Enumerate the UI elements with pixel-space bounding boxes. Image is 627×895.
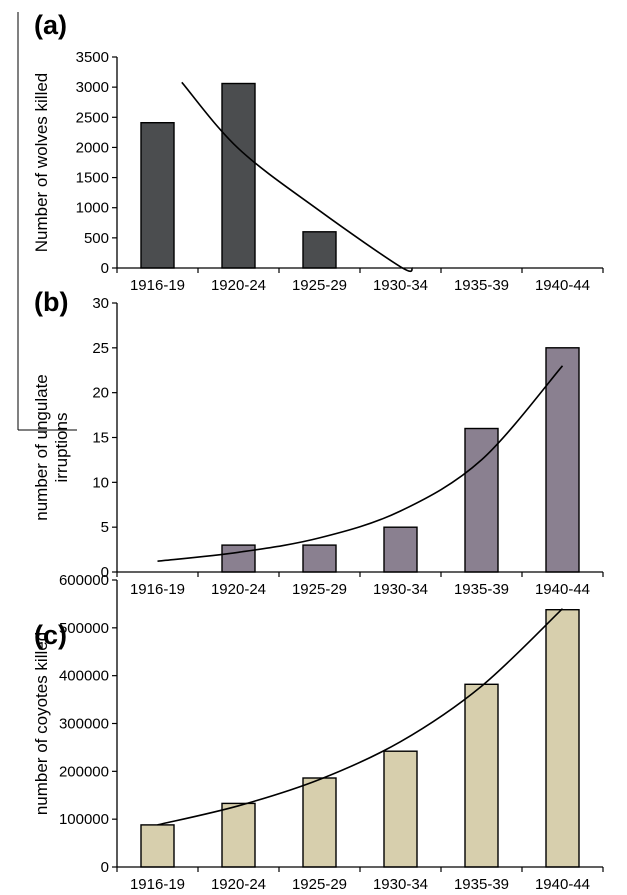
- x-tick-label: 1930-34: [373, 581, 428, 598]
- bar-1920-24: [221, 802, 256, 868]
- y-tick-label: 1500: [76, 170, 109, 187]
- y-tick-label: 15: [92, 430, 109, 447]
- chart-panel-3: (c) 0 100000 200000 300000 400000 500000 600000…: [32, 572, 604, 893]
- bar-1925-29: [302, 544, 337, 573]
- x-tick-label: 1925-29: [292, 876, 347, 893]
- y-tick-label: 0: [101, 564, 109, 581]
- bar-1916-19: [140, 121, 175, 269]
- y-tick-label: 2500: [76, 109, 109, 126]
- y-tick-label: 500: [84, 230, 109, 247]
- y-axis-title: Number of wolves killed: [32, 73, 51, 253]
- y-tick-label: 20: [92, 385, 109, 402]
- x-tick-label: 1916-19: [130, 581, 185, 598]
- y-tick-label: 500000: [59, 620, 109, 637]
- y-tick-label: 3000: [76, 79, 109, 96]
- x-tick-label: 1935-39: [454, 581, 509, 598]
- y-tick-label: 0: [101, 859, 109, 876]
- x-tick-label: 1935-39: [454, 277, 509, 294]
- bar-1925-29: [302, 777, 337, 868]
- bar-1916-19: [140, 824, 175, 868]
- y-tick-label: 2000: [76, 139, 109, 156]
- x-tick-label: 1920-24: [211, 876, 266, 893]
- trendline: [157, 608, 564, 826]
- y-tick-label: 300000: [59, 716, 109, 733]
- y-axis-title: number of coyotes killed: [32, 632, 51, 815]
- x-tick-label: 1916-19: [130, 876, 185, 893]
- y-tick-label: 5: [101, 519, 109, 536]
- bar-1940-44: [545, 347, 580, 573]
- y-tick-label: 400000: [59, 668, 109, 685]
- trendline: [181, 81, 414, 273]
- x-tick-label: 1940-44: [535, 876, 590, 893]
- y-tick-label: 30: [92, 295, 109, 312]
- y-tick-label: 1000: [76, 200, 109, 217]
- y-tick-label: 25: [92, 340, 109, 357]
- x-tick-label: 1925-29: [292, 277, 347, 294]
- bar-1940-44: [545, 609, 580, 868]
- y-axis-title: number of ungulateirruptions: [32, 374, 71, 521]
- chart-panel-1: (a) 0 500 1000 1500 2000 2500 3000 3500 1916-19 19…: [32, 10, 604, 294]
- bar-1935-39: [464, 683, 499, 868]
- x-tick-label: 1920-24: [211, 581, 266, 598]
- panel-label: (b): [34, 287, 68, 317]
- x-tick-label: 1925-29: [292, 581, 347, 598]
- bar-1935-39: [464, 427, 499, 573]
- panel-label: (a): [34, 10, 67, 40]
- y-tick-label: 100000: [59, 811, 109, 828]
- y-tick-label: 0: [101, 260, 109, 277]
- bar-1930-34: [383, 526, 418, 573]
- trendline: [157, 365, 564, 562]
- bar-1920-24: [221, 82, 256, 269]
- y-tick-label: 600000: [59, 572, 109, 589]
- bar-1930-34: [383, 750, 418, 868]
- y-tick-label: 10: [92, 474, 109, 491]
- x-tick-label: 1930-34: [373, 277, 428, 294]
- y-tick-label: 200000: [59, 763, 109, 780]
- chart-panel-2: (b) 0 5 10 15 20 25 30 1916-19 1920-24 1925-29 1930…: [32, 287, 604, 598]
- x-tick-label: 1940-44: [535, 581, 590, 598]
- bar-1920-24: [221, 544, 256, 573]
- bar-1925-29: [302, 231, 337, 269]
- x-tick-label: 1935-39: [454, 876, 509, 893]
- panel-label: (c): [34, 620, 67, 650]
- x-tick-label: 1940-44: [535, 277, 590, 294]
- y-tick-label: 3500: [76, 49, 109, 66]
- x-tick-label: 1916-19: [130, 277, 185, 294]
- x-tick-label: 1920-24: [211, 277, 266, 294]
- x-tick-label: 1930-34: [373, 876, 428, 893]
